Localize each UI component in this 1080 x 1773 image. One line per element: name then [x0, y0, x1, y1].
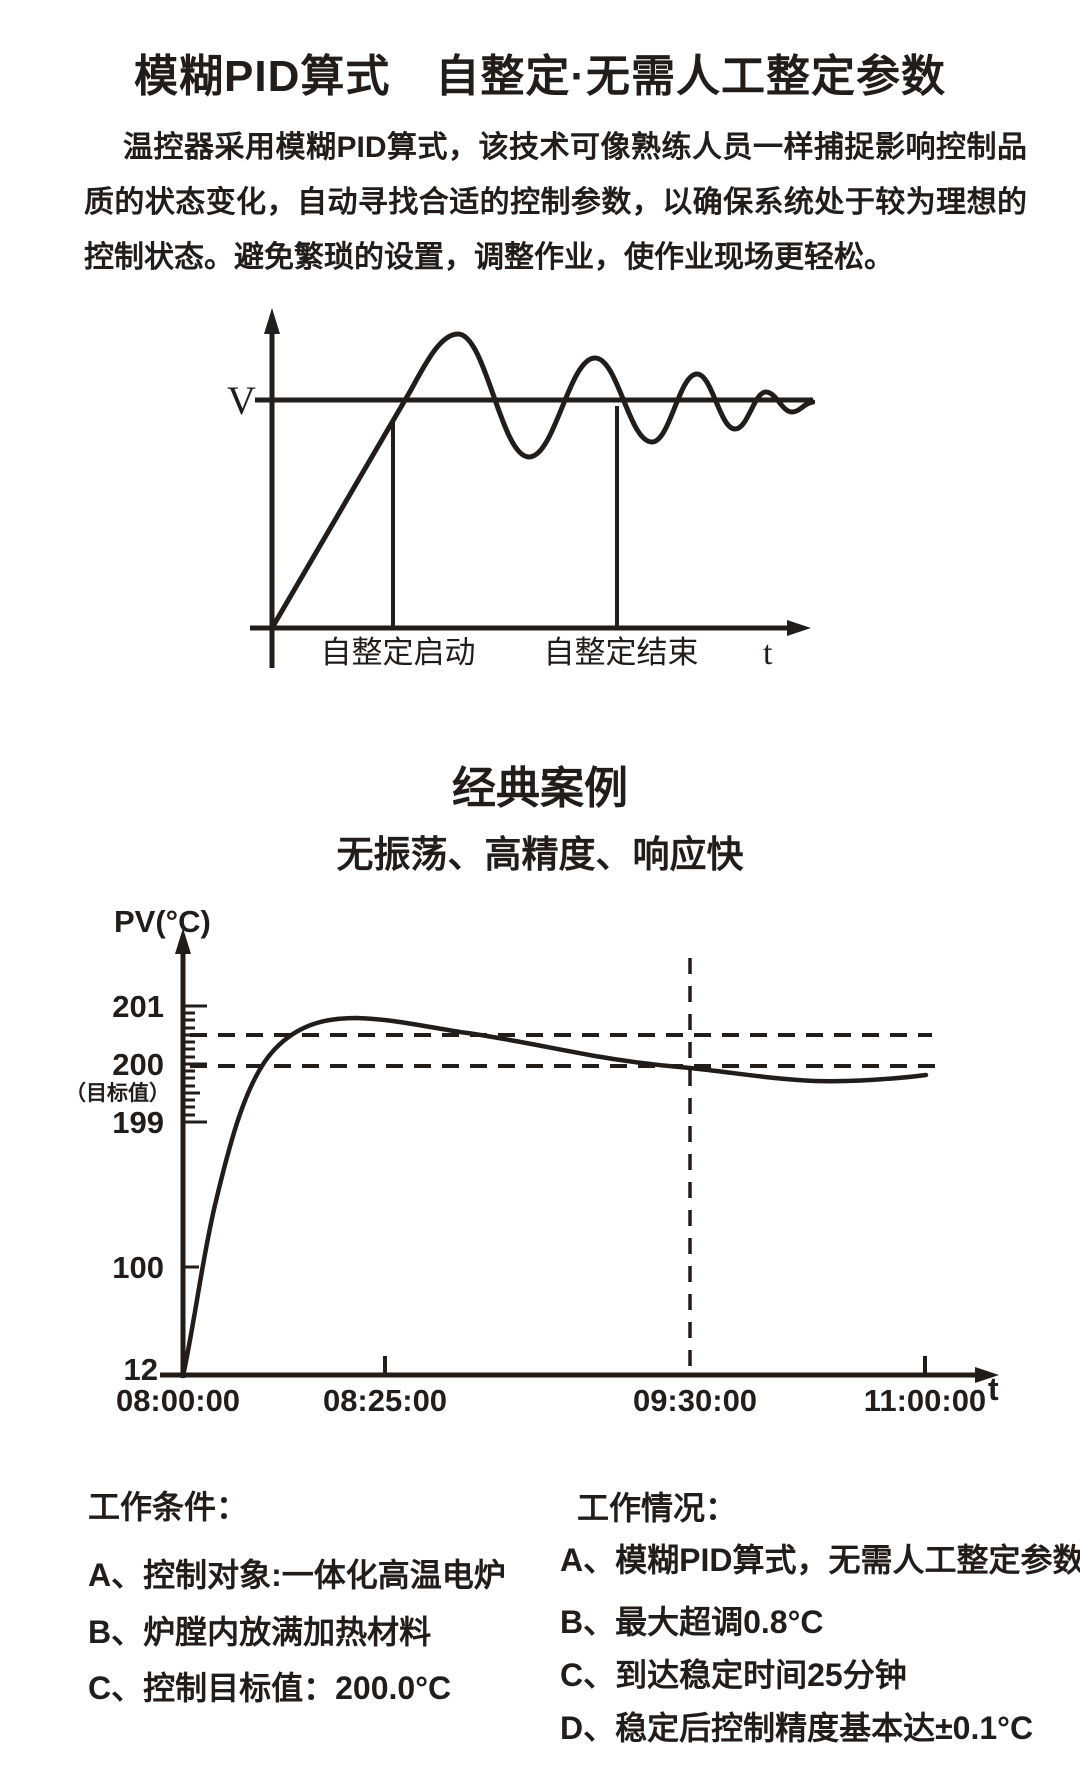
pv-axis-label: PV(°C): [114, 904, 211, 939]
tuning-start-label: 自整定启动: [321, 635, 476, 670]
results-item-d: D、稳定后控制精度基本达±0.1°C: [560, 1710, 1034, 1746]
page-title: 模糊PID算式 自整定·无需人工整定参数: [134, 52, 946, 101]
intro-line-2: 质的状态变化，自动寻找合适的控制参数，以确保系统处于较为理想的: [84, 186, 1027, 219]
tuning-response-curve: [269, 331, 815, 631]
pv-temperature-chart: PV(°C) 201 200 （目标值） 199 100 12 08:00:00…: [65, 904, 999, 1418]
tuning-end-label: 自整定结束: [544, 635, 699, 670]
results-title: 工作情况：: [577, 1490, 738, 1526]
intro-line-3: 控制状态。避免繁琐的设置，调整作业，使作业现场更轻松。: [84, 241, 894, 274]
v-axis-label: V: [227, 378, 256, 423]
pv-y-axis-arrow-icon: [175, 928, 191, 954]
t-axis-label: t: [763, 635, 773, 672]
tick-label-201: 201: [112, 989, 164, 1024]
y-axis-arrow-icon: [264, 308, 280, 334]
case-section-title: 经典案例: [452, 764, 628, 813]
time-label-0930: 09:30:00: [633, 1383, 757, 1418]
conditions-item-a: A、控制对象:一体化高温电炉: [88, 1557, 506, 1593]
conditions-item-c: C、控制目标值：200.0°C: [88, 1670, 452, 1706]
time-label-1100: 11:00:00: [864, 1383, 986, 1418]
pv-y-ruler-ticks: [183, 1004, 207, 1269]
pv-x-axis-arrow-icon: [975, 1367, 999, 1383]
conditions-item-b: B、炉膛内放满加热材料: [88, 1614, 432, 1650]
conditions-title: 工作条件：: [88, 1489, 249, 1525]
target-value-note: （目标值）: [65, 1081, 170, 1105]
pv-x-ticks: [383, 1356, 927, 1374]
results-item-a: A、模糊PID算式，无需人工整定参数: [560, 1542, 1080, 1578]
tick-label-200: 200: [112, 1047, 164, 1082]
pv-curve: [180, 1015, 929, 1379]
case-section-subtitle: 无振荡、高精度、响应快: [336, 834, 744, 875]
time-label-0800: 08:00:00: [116, 1383, 240, 1418]
self-tuning-diagram: V 自整定启动 自整定结束 t: [227, 308, 815, 672]
results-item-c: C、到达稳定时间25分钟: [560, 1657, 907, 1693]
intro-line-1: 温控器采用模糊PID算式，该技术可像熟练人员一样捕捉影响控制品: [123, 131, 1027, 164]
tick-label-12: 12: [124, 1352, 158, 1387]
tick-label-199: 199: [112, 1105, 164, 1140]
x-axis-arrow-icon: [787, 620, 811, 636]
time-label-0825: 08:25:00: [323, 1383, 447, 1418]
pv-t-axis-label: t: [988, 1371, 999, 1407]
intro-paragraph: 温控器采用模糊PID算式，该技术可像熟练人员一样捕捉影响控制品 质的状态变化，自…: [84, 120, 1027, 285]
results-item-b: B、最大超调0.8°C: [560, 1604, 824, 1640]
tick-label-100: 100: [112, 1250, 164, 1285]
